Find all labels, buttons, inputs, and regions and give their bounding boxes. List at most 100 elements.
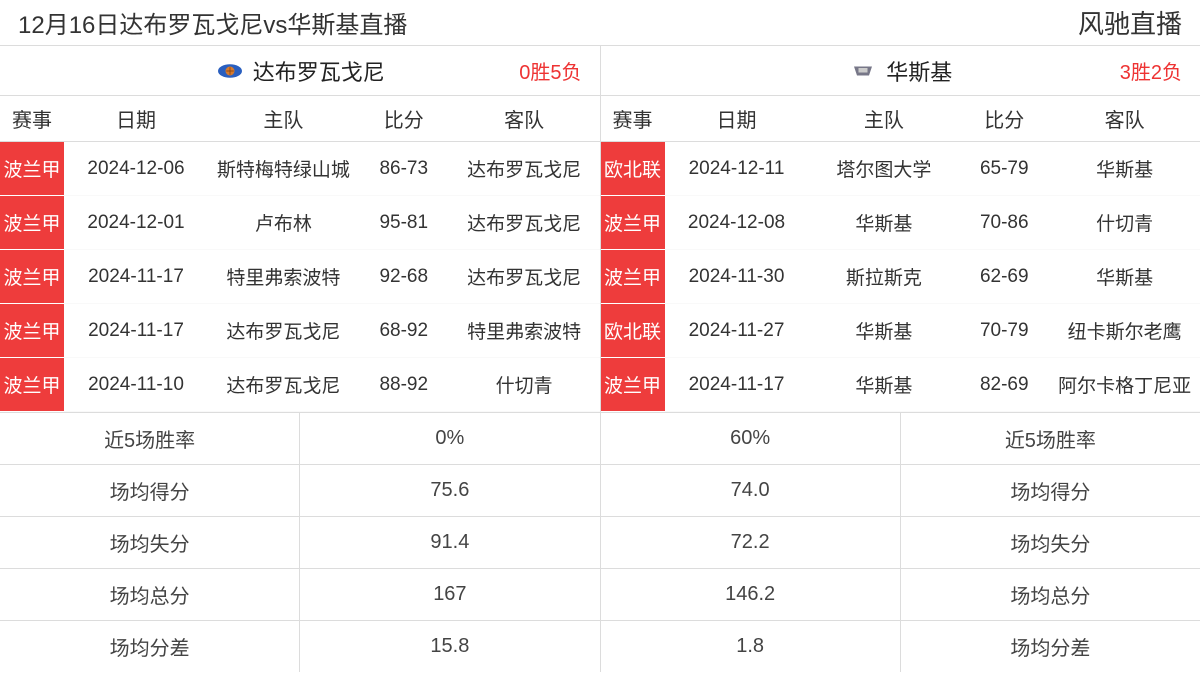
summary-value-left: 75.6 bbox=[299, 465, 599, 516]
columns-header: 赛事 日期 主队 比分 客队 赛事 日期 主队 比分 客队 bbox=[0, 96, 1200, 142]
col-home: 主队 bbox=[809, 96, 960, 141]
col-date: 日期 bbox=[64, 96, 208, 141]
summary-value-left: 167 bbox=[299, 569, 599, 620]
match-row: 波兰甲 2024-11-17 特里弗索波特 92-68 达布罗瓦戈尼 波兰甲 2… bbox=[0, 250, 1200, 304]
cell-home: 华斯基 bbox=[809, 358, 960, 412]
cell-date: 2024-12-08 bbox=[665, 196, 809, 250]
cell-away: 达布罗瓦戈尼 bbox=[449, 196, 600, 250]
summary-diff: 场均分差 15.8 1.8 场均分差 bbox=[0, 620, 1200, 672]
summary-value-right: 60% bbox=[600, 413, 900, 464]
summary-label-right: 场均失分 bbox=[900, 517, 1200, 568]
summary-value-left: 0% bbox=[299, 413, 599, 464]
cell-home: 塔尔图大学 bbox=[809, 142, 960, 196]
cell-away: 什切青 bbox=[449, 358, 600, 412]
team-left: 达布罗瓦戈尼 0胜5负 bbox=[0, 46, 600, 95]
summary-label-left: 场均分差 bbox=[0, 621, 299, 672]
col-score: 比分 bbox=[359, 96, 449, 141]
summary-label-right: 近5场胜率 bbox=[900, 413, 1200, 464]
cell-away: 阿尔卡格丁尼亚 bbox=[1049, 358, 1200, 412]
col-score: 比分 bbox=[959, 96, 1049, 141]
summary-value-right: 74.0 bbox=[600, 465, 900, 516]
page-header: 12月16日达布罗瓦戈尼vs华斯基直播 风驰直播 bbox=[0, 0, 1200, 46]
col-away: 客队 bbox=[1049, 96, 1200, 141]
summary-value-left: 91.4 bbox=[299, 517, 599, 568]
team-right-name: 华斯基 bbox=[886, 55, 952, 87]
summary-label-left: 场均得分 bbox=[0, 465, 299, 516]
cell-away: 华斯基 bbox=[1049, 250, 1200, 304]
team-right-logo-icon bbox=[848, 60, 878, 82]
match-rows: 波兰甲 2024-12-06 斯特梅特绿山城 86-73 达布罗瓦戈尼 欧北联 … bbox=[0, 142, 1200, 412]
cell-home: 达布罗瓦戈尼 bbox=[208, 304, 359, 358]
col-league: 赛事 bbox=[601, 96, 665, 141]
teams-row: 达布罗瓦戈尼 0胜5负 华斯基 3胜2负 bbox=[0, 46, 1200, 96]
cell-home: 斯拉斯克 bbox=[809, 250, 960, 304]
league-tag: 波兰甲 bbox=[0, 250, 64, 304]
summary-label-left: 近5场胜率 bbox=[0, 413, 299, 464]
summary-label-right: 场均分差 bbox=[900, 621, 1200, 672]
cell-date: 2024-11-27 bbox=[665, 304, 809, 358]
summary-value-left: 15.8 bbox=[299, 621, 599, 672]
cell-date: 2024-11-10 bbox=[64, 358, 208, 412]
cell-home: 卢布林 bbox=[208, 196, 359, 250]
match-row: 波兰甲 2024-11-10 达布罗瓦戈尼 88-92 什切青 波兰甲 2024… bbox=[0, 358, 1200, 412]
match-row: 波兰甲 2024-11-17 达布罗瓦戈尼 68-92 特里弗索波特 欧北联 2… bbox=[0, 304, 1200, 358]
cell-score: 70-86 bbox=[959, 196, 1049, 250]
cell-score: 88-92 bbox=[359, 358, 449, 412]
cell-score: 86-73 bbox=[359, 142, 449, 196]
columns-right: 赛事 日期 主队 比分 客队 bbox=[600, 96, 1200, 141]
league-tag: 欧北联 bbox=[601, 142, 665, 196]
summary-label-left: 场均总分 bbox=[0, 569, 299, 620]
col-home: 主队 bbox=[208, 96, 359, 141]
summary-total: 场均总分 167 146.2 场均总分 bbox=[0, 568, 1200, 620]
team-left-logo-icon bbox=[215, 60, 245, 82]
league-tag: 波兰甲 bbox=[0, 304, 64, 358]
summary-label-left: 场均失分 bbox=[0, 517, 299, 568]
cell-score: 70-79 bbox=[959, 304, 1049, 358]
cell-score: 82-69 bbox=[959, 358, 1049, 412]
cell-home: 华斯基 bbox=[809, 304, 960, 358]
summary-value-right: 146.2 bbox=[600, 569, 900, 620]
cell-away: 纽卡斯尔老鹰 bbox=[1049, 304, 1200, 358]
summary-value-right: 1.8 bbox=[600, 621, 900, 672]
cell-score: 65-79 bbox=[959, 142, 1049, 196]
cell-score: 95-81 bbox=[359, 196, 449, 250]
team-left-record: 0胜5负 bbox=[519, 56, 581, 85]
cell-home: 斯特梅特绿山城 bbox=[208, 142, 359, 196]
cell-date: 2024-12-11 bbox=[665, 142, 809, 196]
team-right-record: 3胜2负 bbox=[1120, 56, 1182, 85]
brand-label: 风驰直播 bbox=[1078, 4, 1182, 41]
league-tag: 波兰甲 bbox=[601, 250, 665, 304]
league-tag: 波兰甲 bbox=[0, 358, 64, 412]
col-date: 日期 bbox=[665, 96, 809, 141]
league-tag: 波兰甲 bbox=[0, 142, 64, 196]
league-tag: 波兰甲 bbox=[0, 196, 64, 250]
cell-away: 特里弗索波特 bbox=[449, 304, 600, 358]
cell-away: 达布罗瓦戈尼 bbox=[449, 250, 600, 304]
cell-home: 特里弗索波特 bbox=[208, 250, 359, 304]
cell-away: 达布罗瓦戈尼 bbox=[449, 142, 600, 196]
match-row: 波兰甲 2024-12-06 斯特梅特绿山城 86-73 达布罗瓦戈尼 欧北联 … bbox=[0, 142, 1200, 196]
columns-left: 赛事 日期 主队 比分 客队 bbox=[0, 96, 600, 141]
page-title: 12月16日达布罗瓦戈尼vs华斯基直播 bbox=[18, 5, 407, 40]
team-left-name: 达布罗瓦戈尼 bbox=[253, 55, 385, 87]
cell-score: 62-69 bbox=[959, 250, 1049, 304]
col-away: 客队 bbox=[449, 96, 600, 141]
cell-date: 2024-12-06 bbox=[64, 142, 208, 196]
cell-date: 2024-11-17 bbox=[665, 358, 809, 412]
team-right: 华斯基 3胜2负 bbox=[600, 46, 1200, 95]
summary-label-right: 场均得分 bbox=[900, 465, 1200, 516]
cell-date: 2024-11-17 bbox=[64, 304, 208, 358]
cell-score: 92-68 bbox=[359, 250, 449, 304]
match-row: 波兰甲 2024-12-01 卢布林 95-81 达布罗瓦戈尼 波兰甲 2024… bbox=[0, 196, 1200, 250]
cell-away: 华斯基 bbox=[1049, 142, 1200, 196]
summary-papg: 场均失分 91.4 72.2 场均失分 bbox=[0, 516, 1200, 568]
league-tag: 波兰甲 bbox=[601, 358, 665, 412]
cell-date: 2024-12-01 bbox=[64, 196, 208, 250]
cell-date: 2024-11-17 bbox=[64, 250, 208, 304]
col-league: 赛事 bbox=[0, 96, 64, 141]
cell-away: 什切青 bbox=[1049, 196, 1200, 250]
cell-score: 68-92 bbox=[359, 304, 449, 358]
summary-ppg: 场均得分 75.6 74.0 场均得分 bbox=[0, 464, 1200, 516]
league-tag: 欧北联 bbox=[601, 304, 665, 358]
summary-winrate: 近5场胜率 0% 60% 近5场胜率 bbox=[0, 412, 1200, 464]
